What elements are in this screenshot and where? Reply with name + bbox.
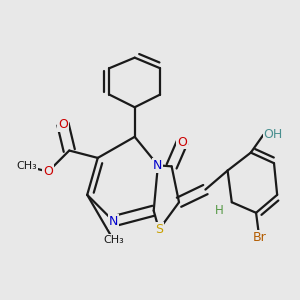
Text: S: S xyxy=(155,223,163,236)
Text: OH: OH xyxy=(263,128,283,141)
Text: CH₃: CH₃ xyxy=(17,161,38,171)
Text: N: N xyxy=(153,159,163,172)
Text: H: H xyxy=(215,204,224,217)
Text: N: N xyxy=(109,215,118,228)
Text: O: O xyxy=(43,165,53,178)
Text: O: O xyxy=(58,118,68,130)
Text: CH₃: CH₃ xyxy=(103,235,124,245)
Text: O: O xyxy=(177,136,187,148)
Text: Br: Br xyxy=(252,231,266,244)
